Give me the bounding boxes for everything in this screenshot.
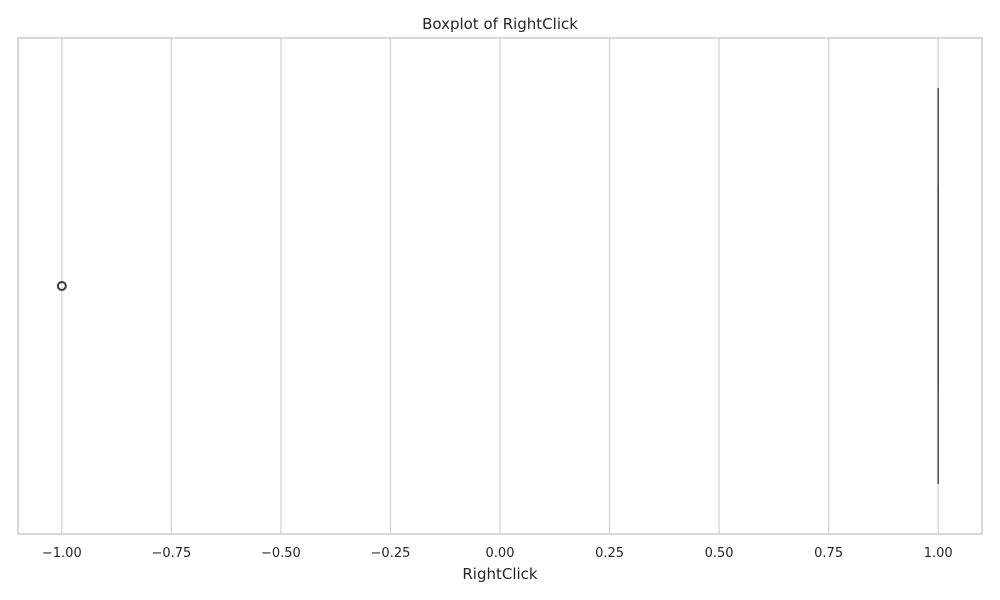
x-tick-label: 0.75	[814, 546, 843, 561]
x-axis-label: RightClick	[462, 565, 538, 583]
plot-area-frame	[17, 37, 983, 535]
x-tick-labels: −1.00 −0.75 −0.50 −0.25 0.00 0.25 0.50 0.75 1.00	[42, 546, 953, 561]
chart-title: Boxplot of RightClick	[422, 15, 578, 33]
x-tick-label: −0.25	[371, 546, 411, 561]
outlier-group	[56, 281, 67, 291]
x-tick-label: −0.50	[261, 546, 301, 561]
x-tick-label: 0.25	[595, 546, 624, 561]
x-tick-label: 0.50	[705, 546, 734, 561]
x-tick-label: 1.00	[924, 546, 953, 561]
x-tick-label: 0.00	[486, 546, 515, 561]
outlier-point	[56, 281, 67, 291]
x-tick-label: −0.75	[151, 546, 191, 561]
x-tick-label: −1.00	[42, 546, 82, 561]
grid-lines	[61, 38, 939, 534]
